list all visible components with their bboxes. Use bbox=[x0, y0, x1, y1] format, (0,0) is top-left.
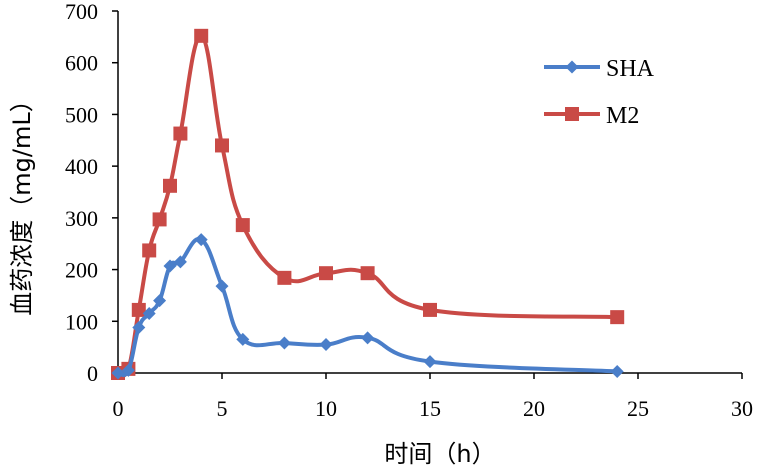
data-point bbox=[277, 336, 291, 350]
axes: 0 100 200 300 400 500 600 700 0 5 10 15 20 25 30 bbox=[65, 0, 753, 421]
legend-item-m2: M2 bbox=[544, 103, 639, 129]
data-point bbox=[319, 266, 333, 281]
data-point bbox=[153, 294, 167, 308]
data-point bbox=[142, 243, 157, 258]
data-point bbox=[360, 266, 375, 281]
x-tick-label: 10 bbox=[315, 396, 337, 421]
data-point bbox=[163, 178, 177, 193]
x-tick-label: 20 bbox=[523, 396, 545, 421]
x-axis-title: 时间（h） bbox=[384, 440, 495, 468]
x-tick-label: 0 bbox=[113, 396, 124, 421]
data-point bbox=[163, 259, 177, 273]
series-m2 bbox=[111, 28, 625, 380]
data-point bbox=[235, 218, 250, 233]
data-point bbox=[610, 310, 625, 325]
legend-swatch-marker bbox=[565, 107, 579, 121]
data-point bbox=[610, 364, 624, 378]
data-point bbox=[194, 233, 208, 247]
data-point bbox=[277, 270, 292, 285]
data-point bbox=[194, 28, 209, 43]
legend-swatch-marker bbox=[565, 60, 579, 74]
y-tick-label: 200 bbox=[65, 258, 98, 283]
data-point bbox=[215, 279, 229, 293]
y-tick-label: 700 bbox=[65, 0, 98, 24]
data-point bbox=[319, 338, 333, 352]
data-point bbox=[173, 126, 188, 141]
series-sha bbox=[111, 233, 624, 380]
legend-label: M2 bbox=[606, 103, 639, 129]
y-tick-label: 600 bbox=[65, 51, 98, 76]
data-point bbox=[152, 212, 167, 227]
y-tick-label: 0 bbox=[87, 361, 98, 386]
x-tick-label: 30 bbox=[731, 396, 753, 421]
data-point bbox=[132, 320, 146, 334]
data-point bbox=[111, 366, 125, 380]
data-point bbox=[236, 332, 250, 346]
data-point bbox=[423, 302, 437, 317]
data-point bbox=[423, 355, 437, 369]
y-axis-title: 血药浓度（mg/mL） bbox=[8, 88, 36, 315]
data-point bbox=[121, 363, 135, 377]
y-tick-label: 100 bbox=[65, 309, 98, 334]
legend: SHA M2 bbox=[544, 56, 655, 129]
x-tick-label: 5 bbox=[217, 396, 228, 421]
data-point bbox=[361, 331, 375, 345]
data-point bbox=[131, 302, 146, 317]
data-point bbox=[173, 255, 187, 269]
series-line bbox=[117, 236, 618, 378]
series-layer bbox=[111, 28, 625, 380]
y-tick-label: 400 bbox=[65, 154, 98, 179]
y-tick-label: 500 bbox=[65, 102, 98, 127]
y-tick-label: 300 bbox=[65, 206, 98, 231]
legend-label: SHA bbox=[606, 56, 655, 82]
data-point bbox=[142, 307, 156, 321]
legend-item-sha: SHA bbox=[544, 56, 655, 82]
x-tick-label: 15 bbox=[419, 396, 441, 421]
data-point bbox=[215, 138, 229, 153]
series-line bbox=[117, 33, 618, 378]
x-tick-label: 25 bbox=[627, 396, 649, 421]
